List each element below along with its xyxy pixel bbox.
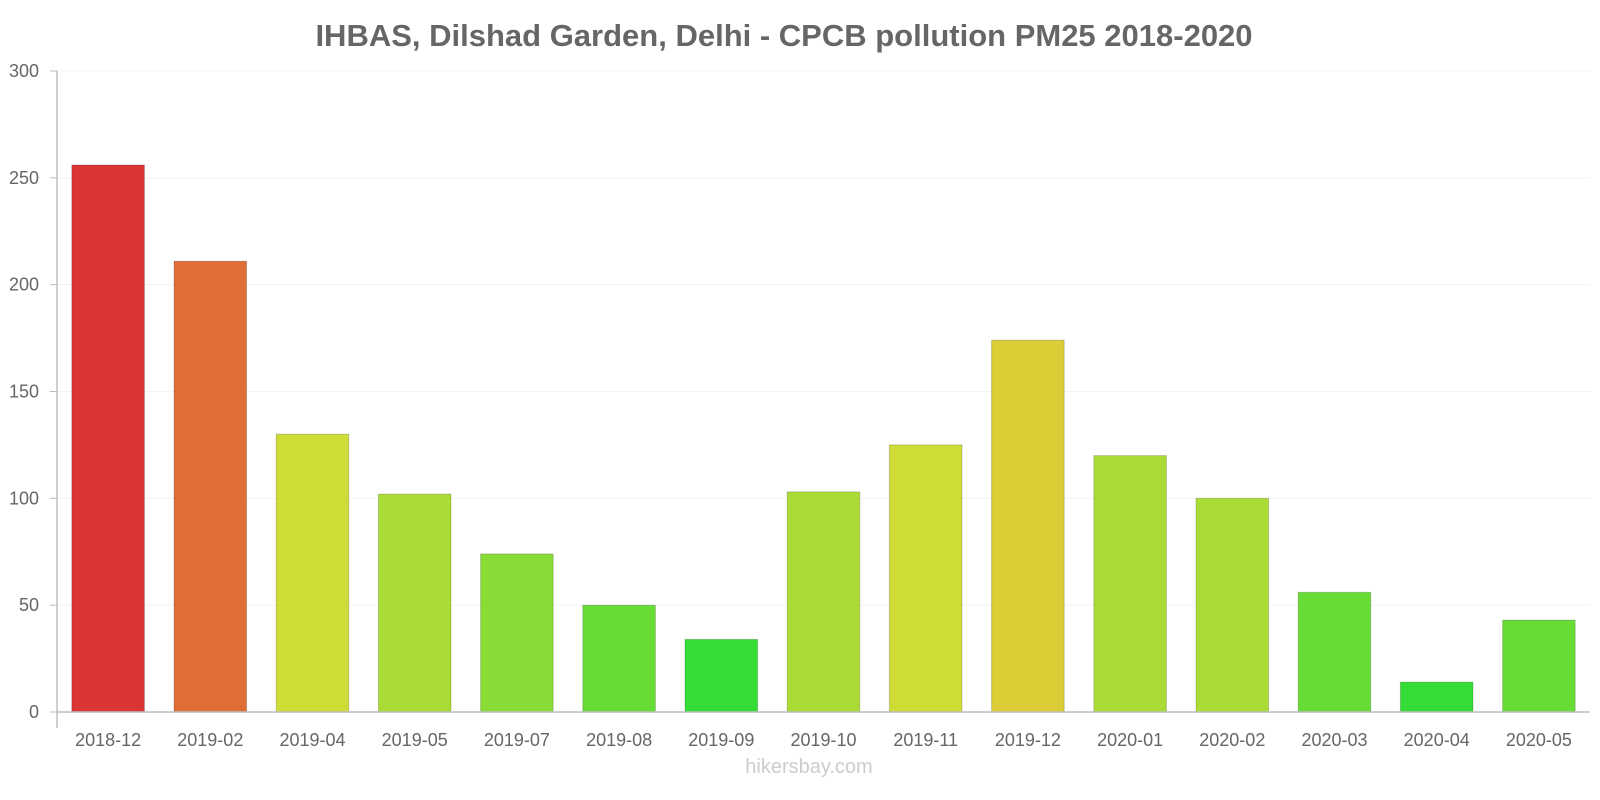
y-axis-ticks: 0 50 100 150 200 250 300 — [9, 61, 57, 722]
x-tick-label: 2019-10 — [790, 730, 856, 750]
chart-title: IHBAS, Dilshad Garden, Delhi - CPCB poll… — [315, 18, 1252, 53]
bar-2019-05 — [377, 493, 452, 713]
x-tick-label: 2019-04 — [279, 730, 345, 750]
bar-2020-02 — [1195, 497, 1270, 713]
x-tick-label: 2020-05 — [1506, 730, 1572, 750]
x-tick-label: 2019-09 — [688, 730, 754, 750]
bar-2020-04 — [1399, 681, 1474, 713]
x-tick-label: 2019-08 — [586, 730, 652, 750]
y-tick-label: 100 — [9, 488, 39, 508]
y-tick-label: 150 — [9, 382, 39, 402]
bar-2019-08 — [582, 604, 656, 713]
y-tick-label: 0 — [29, 702, 39, 722]
bar-2019-07 — [480, 553, 554, 713]
bar-2019-09 — [684, 638, 759, 713]
x-tick-label: 2019-05 — [382, 730, 448, 750]
bar-2019-11 — [888, 444, 963, 713]
bar-2020-03 — [1297, 591, 1372, 713]
x-tick-label: 2020-03 — [1301, 730, 1367, 750]
x-tick-label: 2020-04 — [1404, 730, 1470, 750]
x-tick-label: 2019-11 — [893, 730, 958, 750]
bar-2020-01 — [1093, 455, 1167, 713]
y-tick-label: 250 — [9, 168, 39, 188]
bar-2019-04 — [275, 433, 350, 713]
bar-2019-12 — [991, 339, 1065, 713]
watermark: hikersbay.com — [745, 756, 872, 778]
x-tick-label: 2019-12 — [995, 730, 1061, 750]
y-tick-label: 200 — [9, 275, 39, 295]
y-tick-label: 50 — [19, 595, 39, 615]
bars — [71, 164, 1576, 713]
x-tick-label: 2019-02 — [177, 730, 243, 750]
axes — [56, 71, 1590, 728]
x-tick-label: 2019-07 — [484, 730, 550, 750]
x-tick-label: 2020-02 — [1199, 730, 1265, 750]
bar-2018-12 — [71, 164, 145, 713]
bar-2019-02 — [173, 260, 248, 713]
x-tick-label: 2020-01 — [1097, 730, 1163, 750]
x-axis-ticks: 2018-12 2019-02 2019-04 2019-05 2019-07 2019-… — [75, 730, 1572, 750]
bar-2020-05 — [1502, 619, 1576, 713]
y-tick-label: 300 — [9, 61, 39, 81]
bar-2019-10 — [786, 491, 861, 713]
x-tick-label: 2018-12 — [75, 730, 141, 750]
